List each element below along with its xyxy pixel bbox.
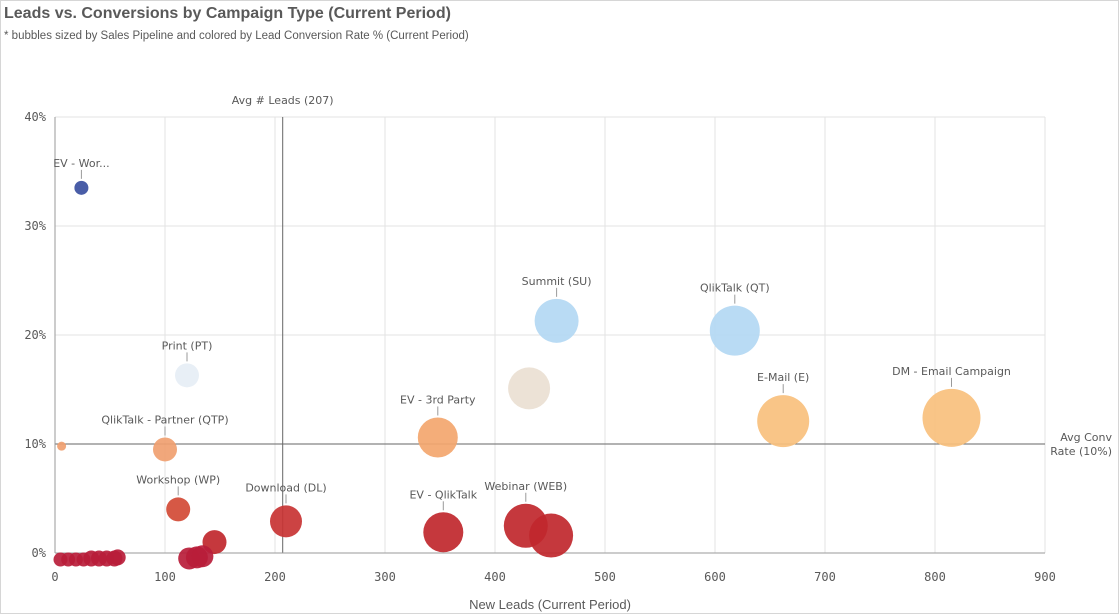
y-tick-label: 0% [32, 546, 47, 560]
y-tick-label: 30% [24, 219, 46, 233]
bubble [153, 437, 177, 462]
bubble [757, 395, 810, 448]
x-axis-title: New Leads (Current Period) [469, 597, 631, 612]
avg-conv-rate-label: Avg Conv [1060, 431, 1112, 444]
bubbles [53, 180, 981, 570]
y-tick-label: 40% [24, 110, 46, 124]
y-tick-label: 20% [24, 328, 46, 342]
bubble-label: Print (PT) [162, 339, 213, 352]
x-tick-label: 200 [264, 570, 286, 584]
bubble [166, 497, 191, 522]
x-tick-label: 400 [484, 570, 506, 584]
x-tick-label: 0 [51, 570, 58, 584]
bubble [534, 298, 579, 343]
bubble [76, 552, 91, 567]
avg-conv-rate-label: Rate (10%) [1050, 445, 1112, 458]
bubble [922, 388, 981, 447]
x-tick-label: 300 [374, 570, 396, 584]
bubble-label: Workshop (WP) [136, 473, 220, 486]
bubble-label: QlikTalk (QT) [700, 282, 770, 295]
bubble-label: QlikTalk - Partner (QTP) [101, 413, 228, 426]
chart-subtitle: * bubbles sized by Sales Pipeline and co… [4, 30, 469, 42]
bubble [709, 305, 760, 356]
avg-leads-label: Avg # Leads (207) [232, 94, 334, 107]
bubble-label: EV - Wor... [53, 157, 109, 170]
bubble-label: EV - QlikTalk [409, 488, 477, 501]
x-tick-label: 900 [1034, 570, 1056, 584]
bubble [270, 505, 302, 538]
bubble [508, 367, 551, 410]
bubble-label: DM - Email Campaign [892, 365, 1011, 378]
chart-title: Leads vs. Conversions by Campaign Type (… [4, 5, 451, 22]
bubble-label: E-Mail (E) [757, 371, 809, 384]
bubble-labels: DM - Email Campaign E-Mail (E) QlikTalk (Q… [53, 157, 1011, 511]
bubble [423, 512, 464, 553]
bubble-label: Webinar (WEB) [484, 480, 567, 493]
bubble [57, 441, 67, 451]
bubble [175, 363, 199, 388]
bubble [529, 513, 574, 558]
x-tick-label: 800 [924, 570, 946, 584]
bubble-label: Summit (SU) [522, 275, 592, 288]
x-tick-label: 700 [814, 570, 836, 584]
bubble [109, 549, 126, 566]
x-tick-label: 600 [704, 570, 726, 584]
x-tick-label: 100 [154, 570, 176, 584]
bubble-label: Download (DL) [245, 481, 326, 494]
bubble-label: EV - 3rd Party [400, 393, 476, 406]
axes: 0 100 200 300 400 500 600 700 800 900 0% 10% 20% 30% 4… [24, 110, 1056, 612]
bubble [417, 417, 458, 458]
y-tick-label: 10% [24, 437, 46, 451]
bubble [74, 180, 89, 195]
bubble [191, 545, 214, 568]
x-tick-label: 500 [594, 570, 616, 584]
